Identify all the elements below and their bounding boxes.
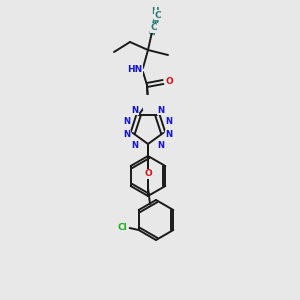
Text: O: O: [144, 169, 152, 178]
Text: O: O: [165, 77, 173, 86]
Text: Cl: Cl: [118, 224, 128, 232]
Polygon shape: [118, 98, 178, 158]
Text: N: N: [124, 130, 130, 139]
Text: N: N: [165, 117, 172, 126]
Text: C: C: [155, 11, 161, 20]
Text: H: H: [151, 8, 159, 16]
Text: N: N: [158, 106, 164, 115]
Text: C: C: [151, 23, 157, 32]
Text: N: N: [158, 141, 164, 150]
Text: N: N: [132, 141, 139, 150]
Text: HN: HN: [128, 65, 142, 74]
Text: N: N: [165, 130, 172, 139]
Text: N: N: [124, 117, 130, 126]
Text: N: N: [131, 106, 139, 115]
